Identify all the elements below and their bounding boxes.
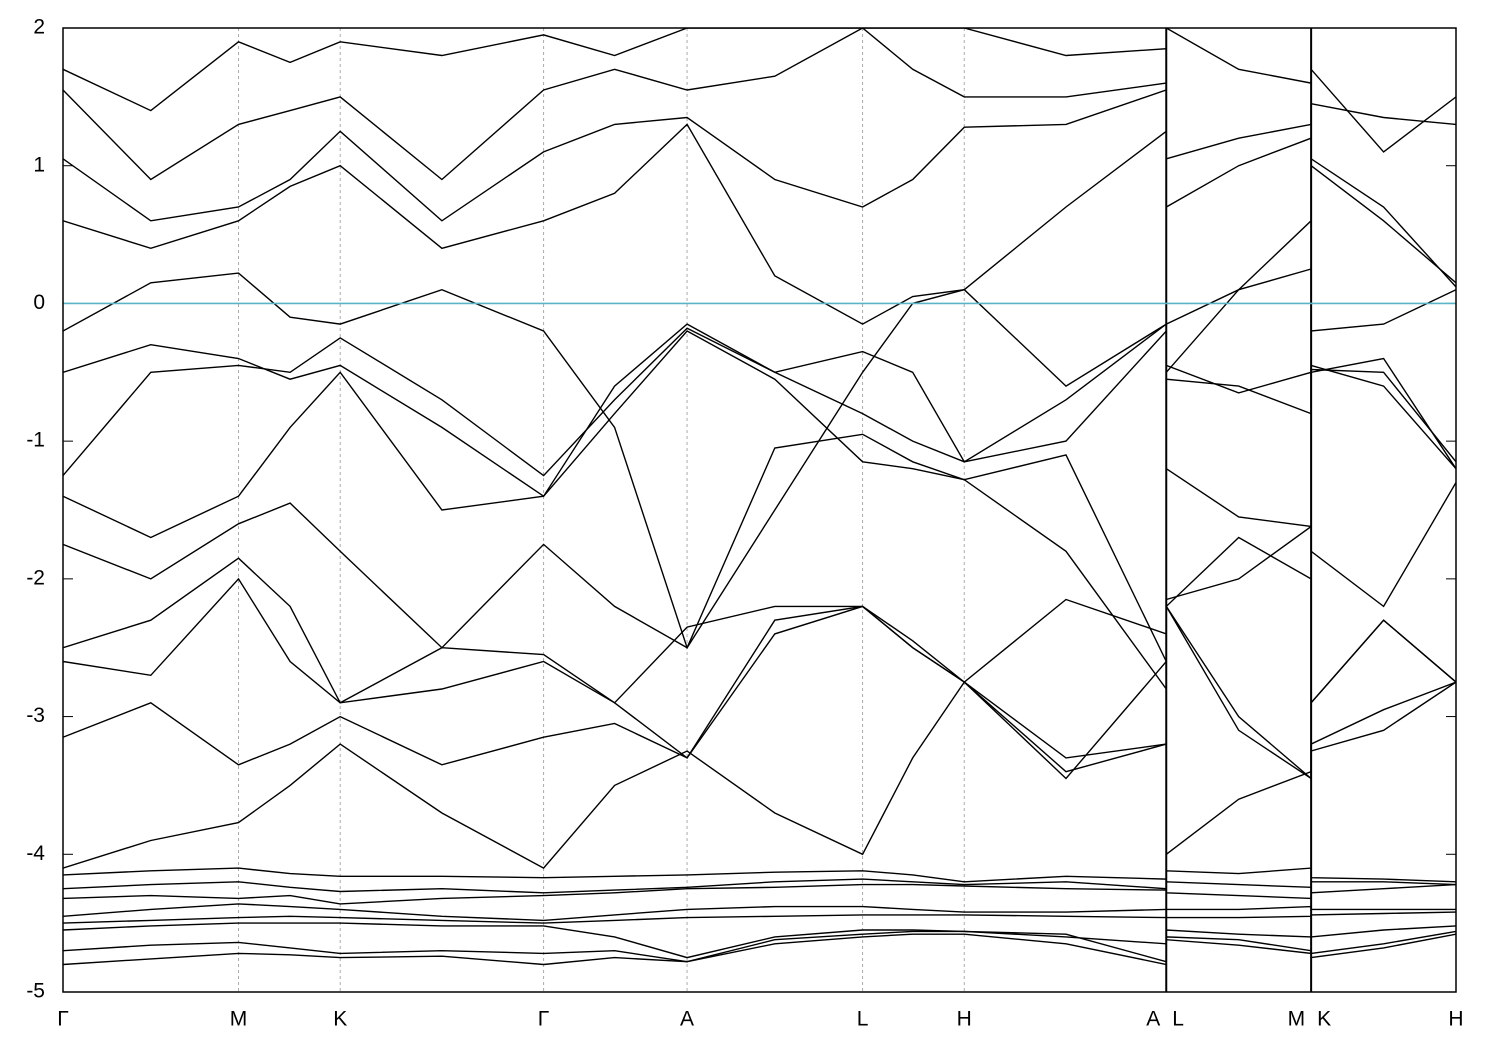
band-line — [63, 330, 1456, 662]
x-tick-label: M — [230, 1008, 248, 1031]
y-tick-label: 0 — [33, 291, 45, 314]
x-tick-label: K — [333, 1008, 347, 1031]
x-tick-label: Γ — [538, 1008, 550, 1031]
band-line — [63, 323, 1456, 498]
band-line — [63, 28, 1456, 153]
y-tick-label: -5 — [26, 980, 45, 1003]
band-line — [63, 577, 1456, 780]
y-tick-label: -1 — [26, 429, 45, 452]
band-line — [63, 922, 1456, 959]
x-tick-label: A — [1146, 1008, 1160, 1031]
band-line — [63, 605, 1456, 856]
band-line — [63, 903, 1456, 922]
band-line — [63, 433, 1456, 705]
x-tick-label: L — [1172, 1008, 1184, 1031]
band-line — [63, 867, 1456, 883]
x-tick-label: A — [680, 1008, 694, 1031]
y-tick-label: -2 — [26, 566, 45, 589]
band-line — [63, 322, 1456, 477]
x-tick-label: M — [1288, 1008, 1306, 1031]
band-line — [63, 268, 1456, 650]
band-line — [63, 930, 1456, 963]
band-line — [63, 482, 1456, 780]
x-tick-label: H — [957, 1008, 972, 1031]
band-line — [63, 933, 1456, 966]
y-tick-label: 2 — [33, 16, 45, 39]
band-line — [63, 89, 1456, 288]
band-line — [63, 123, 1456, 375]
band-line — [63, 911, 1456, 924]
x-tick-label: K — [1317, 1008, 1331, 1031]
band-line — [63, 598, 1456, 869]
y-tick-label: -4 — [26, 842, 45, 865]
plot-frame — [62, 27, 1457, 993]
y-tick-label: 1 — [33, 153, 45, 176]
band-line — [63, 878, 1456, 894]
x-tick-label: L — [857, 1008, 869, 1031]
band-line — [63, 28, 1456, 181]
y-tick-label: -3 — [26, 704, 45, 727]
band-line — [63, 883, 1456, 905]
x-tick-label: Γ — [57, 1008, 69, 1031]
x-tick-label: H — [1448, 1008, 1463, 1031]
